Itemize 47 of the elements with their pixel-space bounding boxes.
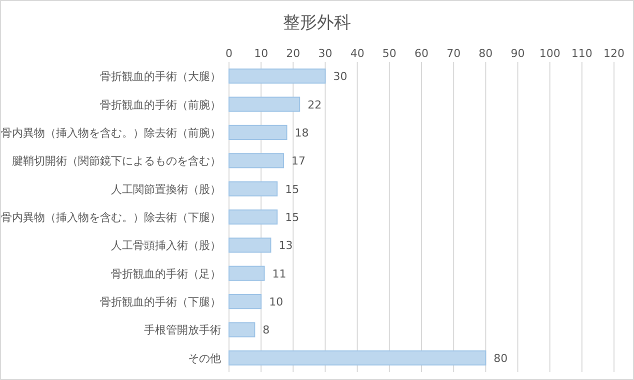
y-tick-label: 人工骨頭挿入術（股） xyxy=(111,239,221,252)
data-label: 30 xyxy=(333,70,348,84)
bar xyxy=(228,322,256,338)
y-tick-label: 骨内異物（挿入物を含む。）除去術（前腕） xyxy=(1,126,221,140)
x-tick-label: 80 xyxy=(478,47,493,60)
y-tick-label: 腱鞘切開術（関節鏡下によるものを含む） xyxy=(12,154,221,168)
x-tick-label: 60 xyxy=(414,47,428,60)
bar xyxy=(228,153,284,168)
x-tick-label: 20 xyxy=(286,47,300,60)
data-label: 18 xyxy=(294,126,309,140)
data-label: 13 xyxy=(278,239,293,252)
bar xyxy=(228,181,278,196)
x-tick-label: 120 xyxy=(604,47,624,60)
x-tick-label: 110 xyxy=(571,47,592,60)
data-label: 22 xyxy=(308,98,322,112)
data-label: 17 xyxy=(292,154,306,168)
y-tick-label: 骨折観血的手術（大腿） xyxy=(100,70,221,84)
chart-title: 整形外科 xyxy=(283,13,351,33)
y-tick-label: 骨折観血的手術（下腿） xyxy=(100,296,221,309)
y-tick-label: 骨折観血的手術（前腕） xyxy=(100,98,221,112)
bar xyxy=(228,96,300,112)
y-tick-label: その他 xyxy=(188,352,221,365)
bar xyxy=(228,68,326,84)
data-label: 15 xyxy=(285,182,300,196)
x-tick-label: 10 xyxy=(254,47,268,60)
bar xyxy=(228,294,262,310)
data-label: 11 xyxy=(272,267,286,280)
x-tick-label: 30 xyxy=(318,47,332,60)
y-tick-label: 手根管開放手術 xyxy=(144,324,221,337)
x-tick-label: 40 xyxy=(350,47,364,60)
x-tick-label: 50 xyxy=(382,47,396,60)
bar xyxy=(228,209,278,225)
bar xyxy=(228,266,265,281)
x-tick-label: 0 xyxy=(226,47,232,60)
data-label: 8 xyxy=(262,324,270,337)
y-tick-label: 骨折観血的手術（足） xyxy=(111,267,221,280)
bar xyxy=(228,238,272,253)
y-tick-label: 骨内異物（挿入物を含む。）除去術（下腿） xyxy=(1,211,221,224)
bar xyxy=(228,124,288,140)
data-label: 80 xyxy=(494,352,508,365)
bar xyxy=(228,350,486,366)
data-label: 15 xyxy=(285,211,300,224)
y-tick-label: 人工関節置換術（股） xyxy=(111,182,221,196)
x-tick-label: 90 xyxy=(510,47,525,60)
x-tick-label: 70 xyxy=(446,47,461,60)
x-tick-label: 100 xyxy=(539,47,560,60)
data-label: 10 xyxy=(269,296,284,309)
